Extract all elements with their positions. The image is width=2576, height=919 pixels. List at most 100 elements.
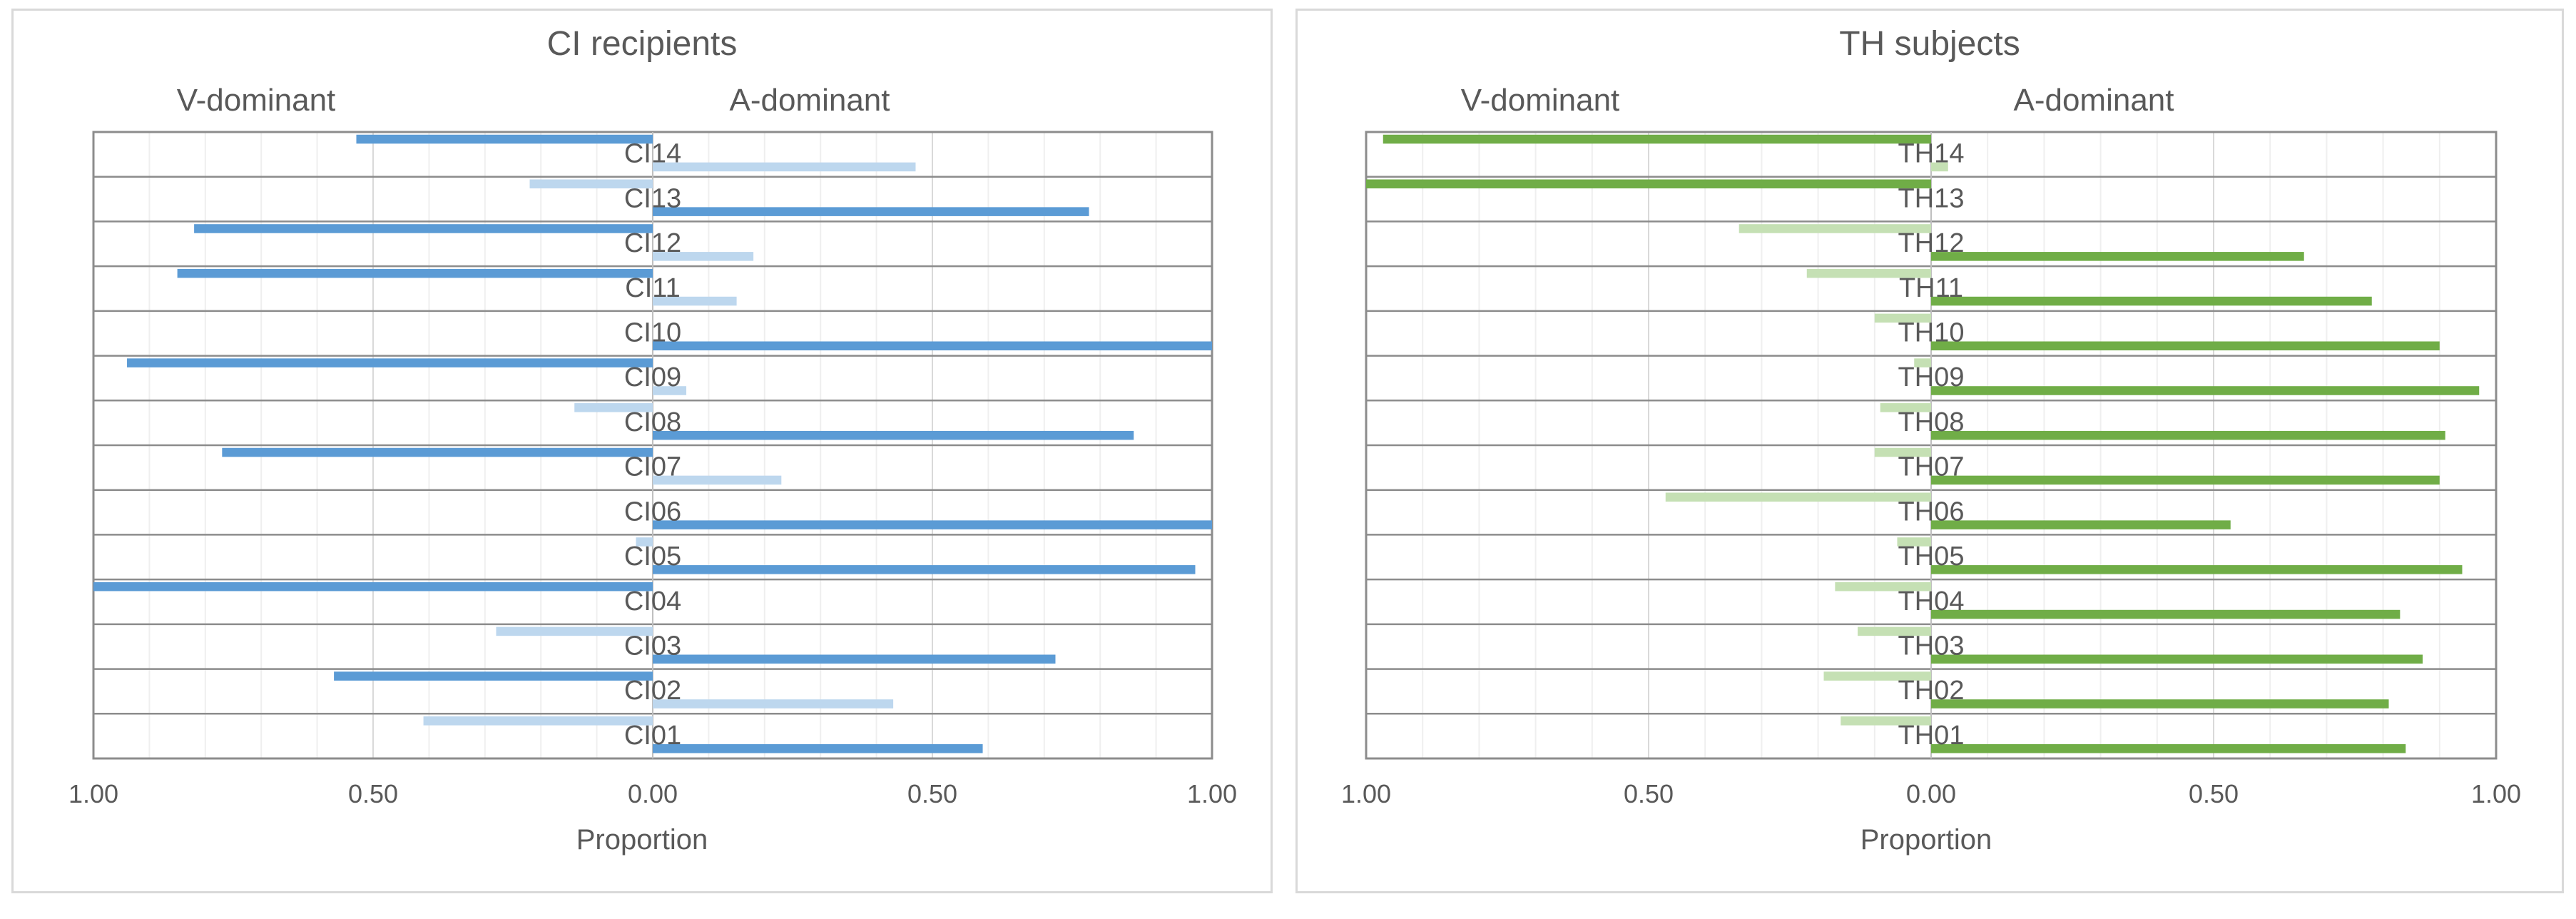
category-label-CI01: CI01 xyxy=(624,721,681,751)
bar-v-dominant-CI13 xyxy=(529,179,653,189)
bar-a-dominant-CI14 xyxy=(653,162,916,172)
bar-a-dominant-CI05 xyxy=(653,565,1196,574)
x-tick-label: 1.00 xyxy=(2471,779,2521,808)
category-label-TH05: TH05 xyxy=(1898,542,1965,572)
category-label-TH10: TH10 xyxy=(1898,318,1965,348)
category-label-TH08: TH08 xyxy=(1898,407,1965,437)
category-label-TH13: TH13 xyxy=(1898,183,1965,213)
bar-v-dominant-TH06 xyxy=(1665,492,1931,502)
bar-v-dominant-CI14 xyxy=(356,134,653,144)
bar-v-dominant-TH09 xyxy=(1914,358,1931,367)
bar-a-dominant-TH09 xyxy=(1931,386,2480,395)
bar-v-dominant-CI03 xyxy=(496,626,653,636)
bar-a-dominant-CI12 xyxy=(653,252,754,261)
bar-a-dominant-CI13 xyxy=(653,207,1089,216)
bar-v-dominant-CI12 xyxy=(194,224,653,233)
x-tick-label: 1.00 xyxy=(1341,779,1391,808)
bar-a-dominant-TH01 xyxy=(1931,743,2406,753)
bar-v-dominant-CI01 xyxy=(423,716,653,726)
bar-a-dominant-TH06 xyxy=(1931,520,2231,529)
category-label-TH02: TH02 xyxy=(1898,676,1965,706)
x-tick-label: 0.50 xyxy=(2189,779,2239,808)
bar-v-dominant-TH12 xyxy=(1738,224,1931,233)
bar-a-dominant-CI09 xyxy=(653,386,687,395)
x-tick-label: 0.50 xyxy=(1624,779,1674,808)
bar-a-dominant-CI03 xyxy=(653,654,1056,664)
category-label-CI09: CI09 xyxy=(624,362,681,392)
category-label-TH04: TH04 xyxy=(1898,587,1965,616)
bar-v-dominant-CI07 xyxy=(222,447,653,457)
bar-v-dominant-TH14 xyxy=(1383,134,1931,144)
category-label-CI12: CI12 xyxy=(624,228,681,258)
bar-a-dominant-TH11 xyxy=(1931,296,2372,306)
category-label-CI06: CI06 xyxy=(624,497,681,527)
x-axis-label: Proportion xyxy=(576,824,708,855)
x-tick-label: 0.00 xyxy=(628,779,678,808)
category-label-TH03: TH03 xyxy=(1898,631,1965,661)
category-label-CI11: CI11 xyxy=(625,273,680,303)
bar-v-dominant-TH03 xyxy=(1858,626,1931,636)
ci-recipients-panel: CI recipients V-dominant A-dominant Prop… xyxy=(11,9,1273,893)
left-side-label: V-dominant xyxy=(177,83,336,118)
bar-a-dominant-TH04 xyxy=(1931,609,2401,619)
x-tick-label: 0.50 xyxy=(907,779,957,808)
bar-a-dominant-TH14 xyxy=(1931,162,1948,172)
bar-v-dominant-TH08 xyxy=(1880,403,1931,412)
category-label-CI02: CI02 xyxy=(624,676,681,706)
bar-a-dominant-TH03 xyxy=(1931,654,2423,664)
bar-a-dominant-CI02 xyxy=(653,699,894,709)
bar-a-dominant-TH08 xyxy=(1931,430,2445,440)
category-label-CI13: CI13 xyxy=(624,183,681,213)
bar-a-dominant-CI06 xyxy=(653,520,1212,529)
bar-a-dominant-CI01 xyxy=(653,743,983,753)
category-label-TH14: TH14 xyxy=(1898,139,1965,169)
bar-v-dominant-TH07 xyxy=(1874,447,1931,457)
bar-v-dominant-TH02 xyxy=(1823,671,1931,681)
category-label-TH07: TH07 xyxy=(1898,452,1965,482)
x-tick-label: 1.00 xyxy=(68,779,118,808)
left-side-label: V-dominant xyxy=(1461,83,1620,118)
bar-a-dominant-TH12 xyxy=(1931,252,2304,261)
ci-recipients-chart: CI recipients V-dominant A-dominant Prop… xyxy=(68,25,1237,855)
category-label-TH09: TH09 xyxy=(1898,362,1965,392)
bar-v-dominant-CI09 xyxy=(127,358,653,367)
bar-v-dominant-TH05 xyxy=(1897,537,1931,547)
x-tick-label: 0.00 xyxy=(1906,779,1956,808)
category-label-CI08: CI08 xyxy=(624,407,681,437)
x-tick-label: 0.50 xyxy=(348,779,398,808)
bar-a-dominant-CI10 xyxy=(653,341,1212,351)
bar-a-dominant-CI11 xyxy=(653,296,737,306)
x-tick-label: 1.00 xyxy=(1187,779,1237,808)
plot-area xyxy=(1365,131,2498,760)
category-label-CI07: CI07 xyxy=(624,452,681,482)
th-subjects-chart: TH subjects V-dominant A-dominant Propor… xyxy=(1341,25,2521,855)
th-subjects-panel: TH subjects V-dominant A-dominant Propor… xyxy=(1295,9,2564,893)
bar-v-dominant-CI05 xyxy=(636,537,653,547)
bar-a-dominant-TH02 xyxy=(1931,699,2389,709)
category-label-TH06: TH06 xyxy=(1898,497,1965,527)
x-axis-label: Proportion xyxy=(1860,824,1992,855)
bar-a-dominant-TH10 xyxy=(1931,341,2440,351)
category-label-CI05: CI05 xyxy=(624,542,681,572)
category-label-CI10: CI10 xyxy=(624,318,681,348)
bar-a-dominant-TH05 xyxy=(1931,565,2463,574)
bar-v-dominant-CI11 xyxy=(177,268,653,278)
right-side-label: A-dominant xyxy=(729,83,890,118)
bar-a-dominant-CI08 xyxy=(653,430,1134,440)
bar-a-dominant-TH07 xyxy=(1931,475,2440,485)
category-label-CI14: CI14 xyxy=(624,139,681,169)
category-label-TH12: TH12 xyxy=(1898,228,1965,258)
bar-a-dominant-CI07 xyxy=(653,475,782,485)
category-label-TH01: TH01 xyxy=(1898,721,1965,751)
bar-v-dominant-TH01 xyxy=(1841,716,1931,726)
plot-area xyxy=(92,131,1213,760)
category-label-TH11: TH11 xyxy=(1899,273,1963,303)
bar-v-dominant-CI08 xyxy=(574,403,653,412)
bar-v-dominant-TH10 xyxy=(1874,313,1931,323)
category-label-CI04: CI04 xyxy=(624,587,681,616)
bar-v-dominant-TH11 xyxy=(1806,268,1931,278)
bar-v-dominant-TH13 xyxy=(1366,179,1931,189)
chart-title: TH subjects xyxy=(1839,25,2020,63)
bar-v-dominant-CI02 xyxy=(334,671,653,681)
chart-title: CI recipients xyxy=(547,25,738,63)
